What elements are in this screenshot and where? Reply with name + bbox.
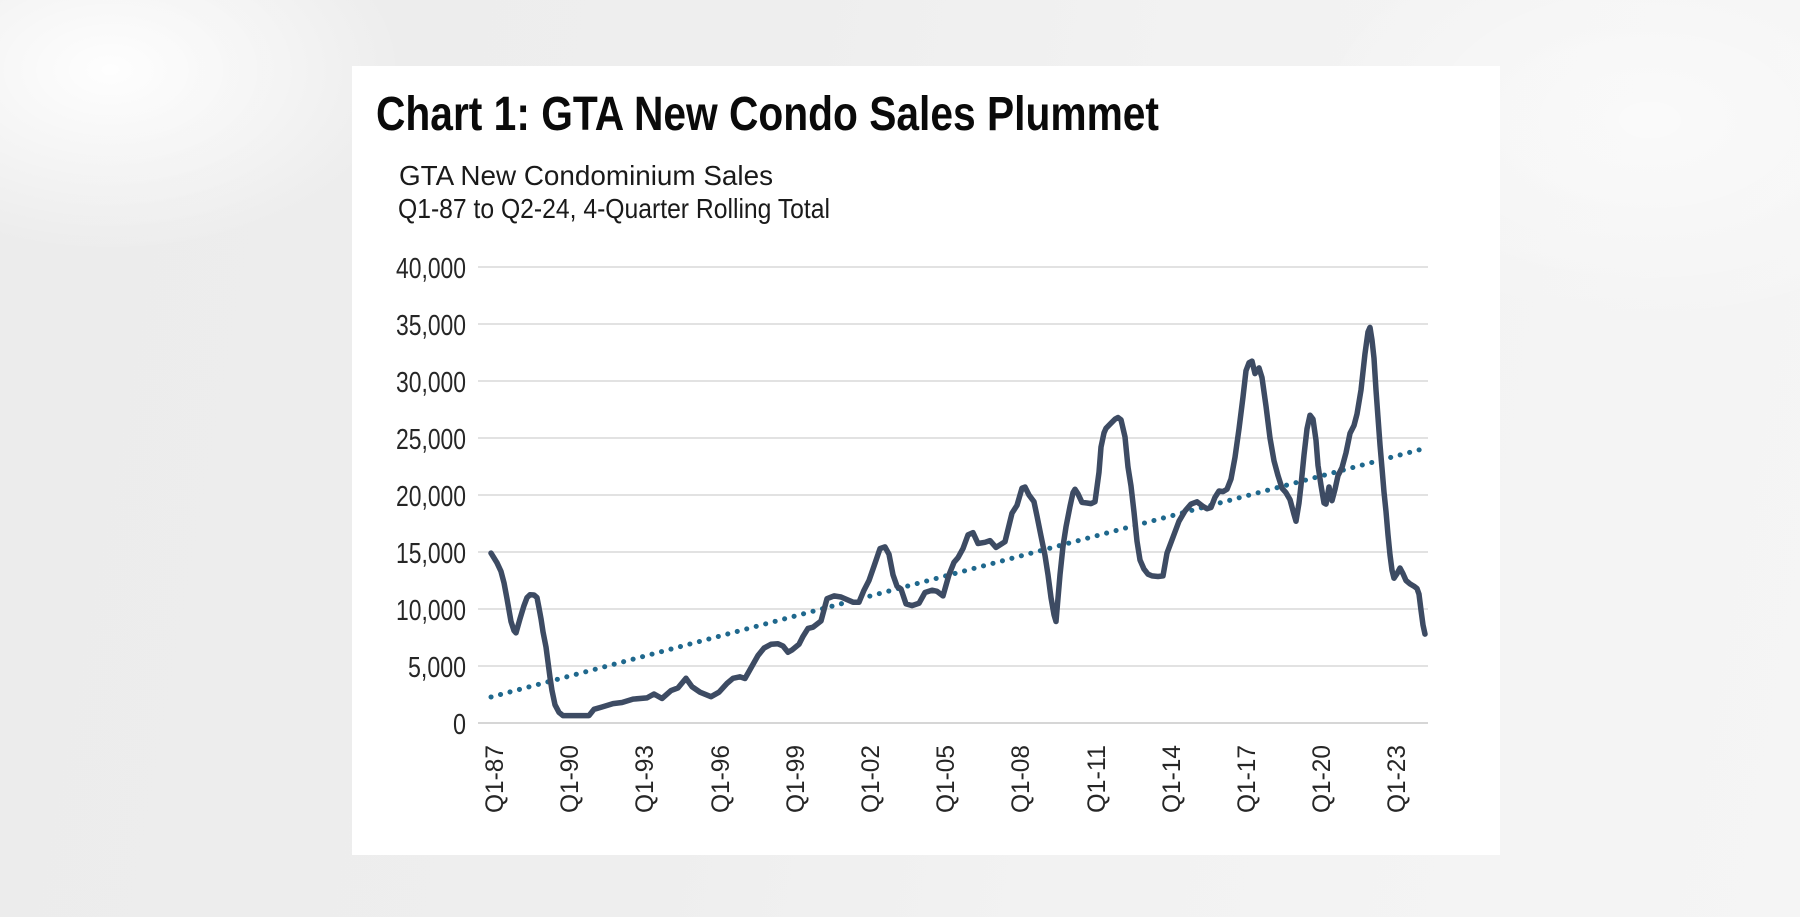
svg-text:Q1-96: Q1-96	[707, 745, 735, 813]
svg-text:Q1-14: Q1-14	[1158, 745, 1186, 813]
svg-text:Q1-99: Q1-99	[782, 745, 810, 813]
svg-text:10,000: 10,000	[396, 595, 466, 627]
svg-text:Q1-20: Q1-20	[1308, 745, 1336, 813]
svg-text:Q1-23: Q1-23	[1383, 745, 1411, 813]
svg-text:GTA New Condominium Sales: GTA New Condominium Sales	[399, 160, 773, 191]
svg-text:Q1-87 to Q2-24, 4-Quarter Roll: Q1-87 to Q2-24, 4-Quarter Rolling Total	[398, 193, 830, 224]
svg-text:Q1-90: Q1-90	[556, 745, 584, 813]
svg-text:40,000: 40,000	[396, 253, 466, 285]
svg-text:Q1-17: Q1-17	[1233, 745, 1261, 813]
svg-text:15,000: 15,000	[396, 538, 466, 570]
svg-text:30,000: 30,000	[396, 367, 466, 399]
svg-text:0: 0	[453, 709, 466, 741]
svg-text:Chart 1: GTA New Condo Sales P: Chart 1: GTA New Condo Sales Plummet	[376, 88, 1159, 141]
svg-text:25,000: 25,000	[396, 424, 466, 456]
svg-text:Q1-87: Q1-87	[481, 745, 509, 813]
svg-text:Q1-93: Q1-93	[631, 745, 659, 813]
svg-text:Q1-02: Q1-02	[857, 745, 885, 813]
svg-text:20,000: 20,000	[396, 481, 466, 513]
svg-text:5,000: 5,000	[408, 652, 466, 684]
svg-text:Q1-05: Q1-05	[932, 745, 960, 813]
svg-text:Q1-11: Q1-11	[1083, 745, 1111, 813]
svg-text:35,000: 35,000	[396, 310, 466, 342]
svg-text:Q1-08: Q1-08	[1007, 745, 1035, 813]
